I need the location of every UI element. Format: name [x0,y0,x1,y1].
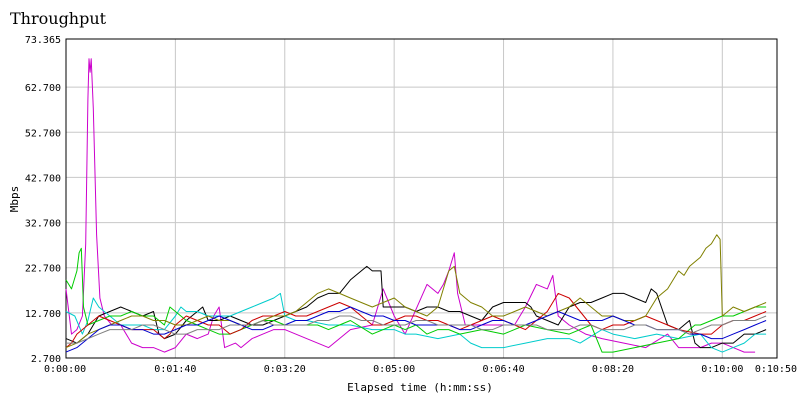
y-tick-label-0: 2.700 [31,354,61,365]
series-line-8 [66,315,767,344]
x-tick-label-1: 0:01:40 [154,364,196,375]
y-tick-label-2: 22.700 [25,264,61,275]
series-line-1 [65,58,756,353]
x-axis-label: Elapsed time (h:mm:ss) [347,381,493,394]
y-tick-label-1: 12.700 [25,309,61,320]
y-tick-label-7: 73.365 [25,35,61,46]
y-tick-label-5: 52.700 [25,128,61,139]
x-tick-label-2: 0:03:20 [264,364,306,375]
x-tick-labels: 0:00:00 0:01:40 0:03:20 0:05:00 0:06:40 0:08:… [44,364,797,375]
y-tick-labels: 2.700 12.700 22.700 32.700 42.700 52.700 62.70… [25,35,61,365]
y-tick-label-3: 32.700 [25,219,61,230]
x-tick-label-7: 0:10:50 [755,364,797,375]
y-tick-label-4: 42.700 [25,173,61,184]
chart-title: Throughput [10,9,107,28]
x-tick-label-5: 0:08:20 [592,364,634,375]
grid [65,38,778,359]
x-tick-label-4: 0:06:40 [482,364,524,375]
y-tick-label-6: 62.700 [25,83,61,94]
series-lines [65,58,767,353]
plot-area [65,38,778,359]
x-tick-label-0: 0:00:00 [44,364,86,375]
series-line-6 [65,234,767,349]
series-line-3 [65,292,767,353]
series-line-4 [65,247,767,353]
x-tick-label-6: 0:10:00 [701,364,743,375]
y-axis-label: Mbps [8,186,21,213]
x-tick-label-3: 0:05:00 [373,364,415,375]
